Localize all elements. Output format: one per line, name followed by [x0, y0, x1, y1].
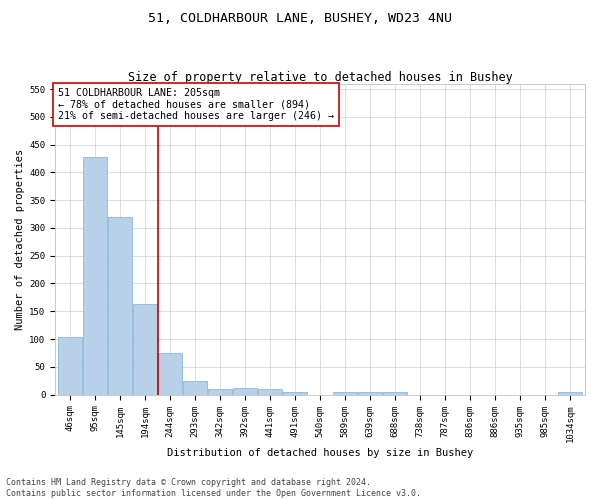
Bar	[333, 392, 357, 394]
Bar	[358, 392, 382, 394]
Bar	[233, 388, 257, 394]
Bar	[108, 217, 132, 394]
Title: Size of property relative to detached houses in Bushey: Size of property relative to detached ho…	[128, 70, 512, 84]
Bar	[208, 389, 232, 394]
X-axis label: Distribution of detached houses by size in Bushey: Distribution of detached houses by size …	[167, 448, 473, 458]
Bar	[83, 157, 107, 394]
Bar	[283, 392, 307, 394]
Bar	[558, 392, 582, 394]
Text: 51, COLDHARBOUR LANE, BUSHEY, WD23 4NU: 51, COLDHARBOUR LANE, BUSHEY, WD23 4NU	[148, 12, 452, 26]
Bar	[58, 338, 82, 394]
Bar	[383, 392, 407, 394]
Bar	[183, 380, 207, 394]
Text: 51 COLDHARBOUR LANE: 205sqm
← 78% of detached houses are smaller (894)
21% of se: 51 COLDHARBOUR LANE: 205sqm ← 78% of det…	[58, 88, 334, 122]
Bar	[258, 389, 282, 394]
Text: Contains HM Land Registry data © Crown copyright and database right 2024.
Contai: Contains HM Land Registry data © Crown c…	[6, 478, 421, 498]
Bar	[158, 353, 182, 395]
Bar	[133, 304, 157, 394]
Y-axis label: Number of detached properties: Number of detached properties	[15, 148, 25, 330]
